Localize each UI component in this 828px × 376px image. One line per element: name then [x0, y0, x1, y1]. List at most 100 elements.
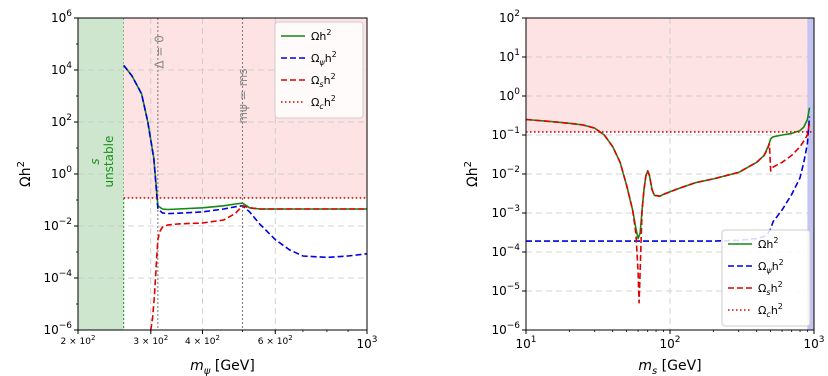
s-unstable-label-line: s — [88, 158, 102, 164]
y-tick-label: 10−6 — [491, 321, 520, 337]
x-axis-label-base: m — [190, 358, 204, 374]
legend-label-base: Ω — [758, 304, 766, 317]
x-axis-label-unit: [GeV] — [657, 358, 701, 374]
legend-label-sub: ψ — [319, 58, 325, 67]
legend-label-sub: c — [766, 310, 771, 319]
y-tick-base: 10 — [43, 271, 58, 285]
y-tick-base: 10 — [43, 323, 58, 337]
y-tick-label: 10−1 — [491, 126, 520, 142]
legend-entry: Ωch2 — [758, 302, 783, 319]
y-tick-exp: 0 — [514, 87, 520, 97]
legend-entry: Ωch2 — [311, 94, 336, 111]
x-tick-base: 10 — [803, 337, 818, 351]
x-tick-exp: 3 — [372, 335, 378, 345]
series-Ωψh² — [123, 64, 367, 259]
legend-label-base: Ω — [311, 52, 319, 65]
y-tick-label: 10−6 — [43, 321, 72, 337]
legend-entry: Ωψh2 — [311, 50, 337, 67]
legend-entry: Ωsh2 — [758, 280, 783, 297]
mass-equal-label: mψ = ms — [236, 68, 250, 123]
y-tick-exp: −2 — [59, 217, 72, 227]
x-tick-base: 10 — [659, 337, 674, 351]
legend-label-h: h — [325, 52, 332, 65]
legend-label-sup: 2 — [331, 94, 336, 103]
y-tick-base: 10 — [491, 245, 506, 259]
overclosure-region — [526, 18, 814, 132]
y-tick-base: 10 — [491, 284, 506, 298]
x-tick-label: 102 — [659, 335, 680, 351]
legend-label-sub: s — [766, 288, 770, 297]
y-tick-exp: 0 — [66, 165, 72, 175]
legend-label-h: h — [324, 74, 331, 87]
y-tick-label: 101 — [499, 48, 520, 64]
y-tick-exp: 6 — [66, 9, 72, 19]
legend-label-base: Ω — [311, 74, 319, 87]
x-tick-exp: 2 — [164, 334, 168, 342]
y-axis-label-sup: 2 — [463, 161, 474, 167]
x-tick-base: 10 — [356, 337, 371, 351]
y-tick-base: 10 — [499, 50, 514, 64]
y-tick-exp: 2 — [66, 113, 72, 123]
y-tick-exp: −1 — [507, 126, 520, 136]
y-tick-exp: −3 — [507, 204, 520, 214]
y-tick-base: 10 — [491, 323, 506, 337]
y-axis-label-sup: 2 — [16, 161, 27, 167]
y-tick-label: 10−2 — [43, 217, 72, 233]
legend-entry: Ωsh2 — [311, 72, 336, 89]
y-tick-exp: −6 — [59, 321, 73, 331]
x-tick-base: 3 × 10 — [133, 337, 164, 347]
legend-label-sup: 2 — [779, 258, 784, 267]
legend-label-h: h — [771, 282, 778, 295]
x-tick-exp: 2 — [288, 334, 292, 342]
y-tick-label: 10−2 — [491, 165, 520, 181]
y-tick-base: 10 — [51, 115, 66, 129]
y-tick-base: 10 — [51, 167, 66, 181]
x-tick-exp: 2 — [215, 334, 219, 342]
y-tick-base: 10 — [491, 206, 506, 220]
legend-label-base: Ω — [311, 96, 319, 109]
legend-label-sup: 2 — [331, 72, 336, 81]
y-axis-label-base: Ωh — [465, 167, 481, 187]
legend-label-sup: 2 — [778, 302, 783, 311]
y-tick-base: 10 — [499, 89, 514, 103]
y-tick-label: 10−4 — [491, 243, 520, 259]
y-tick-exp: −5 — [507, 282, 520, 292]
legend-label-base: Ωh — [758, 238, 773, 251]
y-tick-exp: 4 — [66, 61, 72, 71]
legend-entry: Ωh2 — [758, 236, 778, 251]
y-tick-exp: 1 — [514, 48, 520, 58]
y-tick-label: 10−3 — [491, 204, 520, 220]
x-tick-label: 101 — [515, 335, 536, 351]
y-tick-exp: −4 — [507, 243, 521, 253]
x-tick-exp: 1 — [531, 335, 537, 345]
y-tick-label: 10−5 — [491, 282, 520, 298]
y-tick-base: 10 — [51, 63, 66, 77]
legend-frame — [721, 229, 811, 327]
y-tick-exp: 2 — [514, 9, 520, 19]
s-unstable-label-line: unstable — [102, 136, 116, 188]
y-axis-label: Ωh2 — [16, 161, 34, 187]
x-tick-label: 3 × 102 — [133, 334, 168, 347]
x-tick-exp: 2 — [675, 335, 681, 345]
y-tick-base: 10 — [43, 219, 58, 233]
x-tick-base: 4 × 10 — [185, 337, 216, 347]
y-tick-label: 106 — [51, 9, 72, 25]
y-tick-exp: −6 — [507, 321, 521, 331]
y-tick-exp: −2 — [507, 165, 520, 175]
x-axis-label-sub: ψ — [204, 366, 211, 376]
delta-zero-label: Δ = 0 — [153, 35, 167, 69]
legend-label-sup: 2 — [778, 280, 783, 289]
y-tick-label: 100 — [499, 87, 520, 103]
legend-label-sub: s — [319, 80, 323, 89]
legend-entry: Ωh2 — [311, 28, 331, 43]
legend-label-sub: c — [319, 102, 324, 111]
x-axis-label-unit: [GeV] — [210, 358, 254, 374]
legend-entry: Ωψh2 — [758, 258, 784, 275]
x-axis-label: ms [GeV] — [638, 358, 701, 376]
legend-label-h: h — [771, 304, 778, 317]
